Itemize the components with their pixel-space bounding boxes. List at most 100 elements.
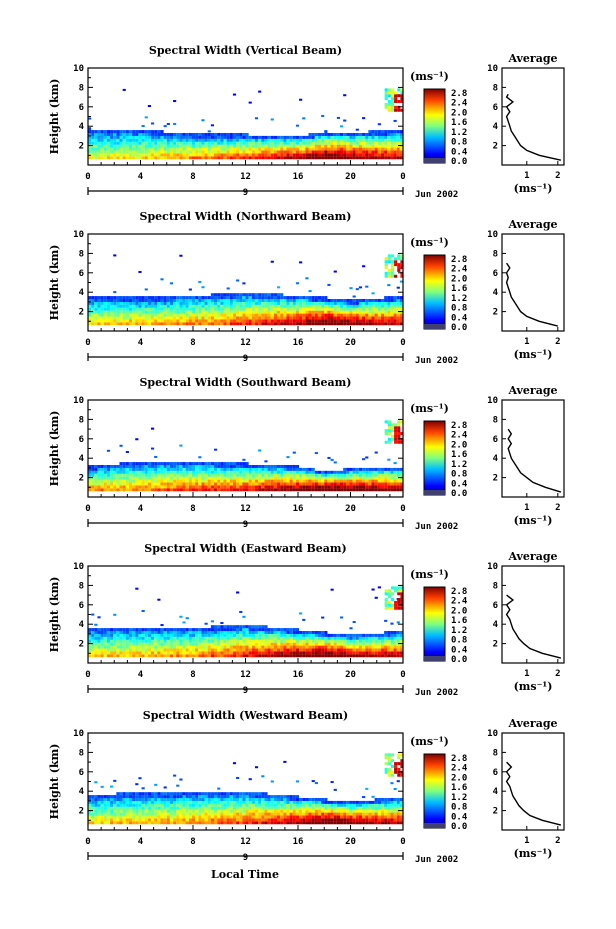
y-tick-label: 10 xyxy=(73,230,84,240)
colorbar-tick-label: 2.4 xyxy=(451,99,468,109)
average-x-label: (ms⁻¹) xyxy=(514,680,553,693)
colorbar-tick-label: 2.0 xyxy=(451,606,467,616)
colorbar-tick-label: 2.0 xyxy=(451,108,467,118)
average-x-tick-label: 2 xyxy=(555,836,560,846)
average-profile-line xyxy=(505,761,562,826)
x-tick-label: 0 xyxy=(85,670,90,680)
colorbar-tick-label: 0.0 xyxy=(451,822,467,832)
average-y-tick-label: 10 xyxy=(487,64,498,74)
colorbar-tick-label: 2.4 xyxy=(451,265,468,275)
colorbar-tick-label: 1.2 xyxy=(451,793,467,803)
heatmap-cells xyxy=(88,88,404,160)
average-y-tick-label: 2 xyxy=(493,640,498,650)
colorbar-tick-label: 0.8 xyxy=(451,138,467,148)
heatmap-cells xyxy=(88,420,404,492)
y-tick-label: 4 xyxy=(79,122,85,132)
average-frame xyxy=(501,233,565,332)
average-y-tick-label: 4 xyxy=(493,454,499,464)
x-tick-label: 0 xyxy=(400,670,405,680)
colorbar-tick-label: 1.6 xyxy=(451,118,467,128)
x-tick-label: 16 xyxy=(293,670,304,680)
colorbar-tick-label: 2.4 xyxy=(451,597,468,607)
date-label: Jun 2002 xyxy=(415,190,458,200)
y-tick-label: 4 xyxy=(79,620,85,630)
x-tick-label: 0 xyxy=(400,837,405,847)
date-marker: 9 xyxy=(243,188,248,198)
x-tick-label: 12 xyxy=(240,670,251,680)
average-y-tick-label: 4 xyxy=(493,122,499,132)
average-title: Average xyxy=(507,384,557,397)
colorbar xyxy=(423,753,446,829)
x-tick-label: 20 xyxy=(345,670,356,680)
average-y-tick-label: 10 xyxy=(487,230,498,240)
average-x-label: (ms⁻¹) xyxy=(514,182,553,195)
average-y-tick-label: 10 xyxy=(487,729,498,739)
colorbar-tick-label: 0.0 xyxy=(451,323,467,333)
colorbar-tick-label: 2.0 xyxy=(451,274,467,284)
colorbar-tick-label: 2.8 xyxy=(451,754,467,764)
date-label: Jun 2002 xyxy=(415,356,458,366)
average-y-tick-label: 8 xyxy=(493,415,498,425)
y-tick-label: 4 xyxy=(79,288,85,298)
colorbar-unit: (ms⁻¹) xyxy=(410,70,449,83)
colorbar-tick-label: 2.8 xyxy=(451,421,467,431)
y-tick-label: 6 xyxy=(79,103,84,113)
colorbar xyxy=(423,586,446,662)
average-y-tick-label: 2 xyxy=(493,308,498,318)
date-marker: 9 xyxy=(243,853,248,863)
y-axis-label: Height (km) xyxy=(48,411,61,487)
heatmap-cells xyxy=(88,753,404,825)
panel-4: Spectral Width (Westward Beam)246810Heig… xyxy=(48,709,565,865)
average-x-tick-label: 1 xyxy=(524,171,529,181)
average-title: Average xyxy=(507,52,557,65)
heatmap-cells xyxy=(88,586,404,658)
x-tick-label: 8 xyxy=(190,837,195,847)
average-y-tick-label: 6 xyxy=(493,269,498,279)
y-tick-label: 8 xyxy=(79,83,84,93)
colorbar-tick-label: 0.4 xyxy=(451,313,468,323)
y-tick-label: 6 xyxy=(79,435,84,445)
average-x-tick-label: 2 xyxy=(555,503,560,513)
average-x-tick-label: 2 xyxy=(555,669,560,679)
x-tick-label: 8 xyxy=(190,338,195,348)
average-x-label: (ms⁻¹) xyxy=(514,847,553,860)
x-tick-label: 0 xyxy=(85,338,90,348)
colorbar-base xyxy=(424,656,445,661)
chart-title: Spectral Width (Southward Beam) xyxy=(139,376,351,389)
x-tick-label: 12 xyxy=(240,837,251,847)
chart-title: Spectral Width (Westward Beam) xyxy=(143,709,348,722)
average-x-tick-label: 1 xyxy=(524,337,529,347)
y-tick-label: 6 xyxy=(79,601,84,611)
date-label: Jun 2002 xyxy=(415,855,458,865)
x-tick-label: 8 xyxy=(190,504,195,514)
x-tick-label: 12 xyxy=(240,338,251,348)
average-title: Average xyxy=(507,218,557,231)
chart-title: Spectral Width (Vertical Beam) xyxy=(149,44,342,57)
average-frame xyxy=(501,565,565,664)
colorbar-tick-label: 1.6 xyxy=(451,450,467,460)
date-marker: 9 xyxy=(243,686,248,696)
colorbar-base xyxy=(424,324,445,329)
colorbar-tick-label: 1.6 xyxy=(451,616,467,626)
average-y-tick-label: 2 xyxy=(493,142,498,152)
x-tick-label: 0 xyxy=(85,172,90,182)
average-profile-line xyxy=(507,428,562,493)
x-tick-label: 0 xyxy=(85,504,90,514)
average-profile-line xyxy=(505,93,562,161)
colorbar-tick-label: 2.0 xyxy=(451,440,467,450)
y-tick-label: 4 xyxy=(79,787,85,797)
y-tick-label: 6 xyxy=(79,269,84,279)
average-x-label: (ms⁻¹) xyxy=(514,514,553,527)
colorbar-tick-label: 2.8 xyxy=(451,587,467,597)
colorbar xyxy=(423,254,446,330)
x-tick-label: 16 xyxy=(293,172,304,182)
x-tick-label: 8 xyxy=(190,670,195,680)
x-tick-label: 16 xyxy=(293,338,304,348)
y-tick-label: 8 xyxy=(79,748,84,758)
average-x-tick-label: 1 xyxy=(524,669,529,679)
y-tick-label: 8 xyxy=(79,249,84,259)
y-tick-label: 2 xyxy=(79,640,84,650)
x-tick-label: 0 xyxy=(400,338,405,348)
colorbar-tick-label: 0.4 xyxy=(451,479,468,489)
